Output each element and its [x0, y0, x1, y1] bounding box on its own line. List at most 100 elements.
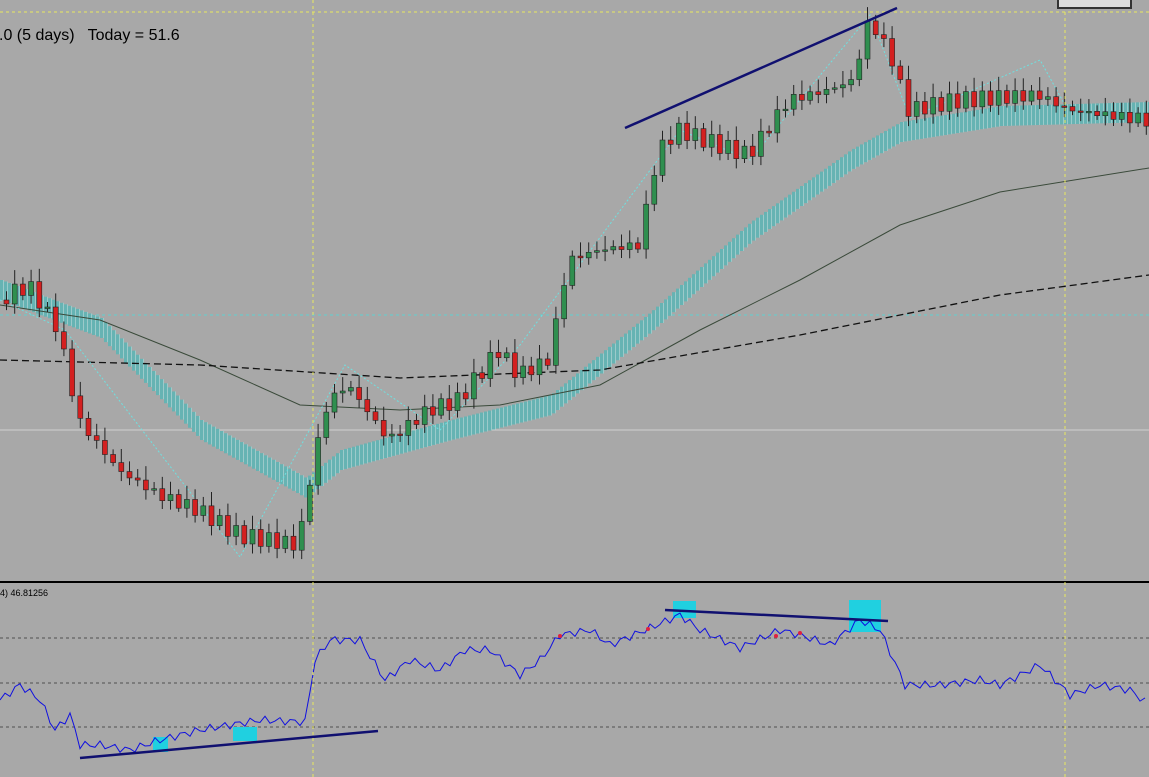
- ribbon-gap: [527, 401, 528, 422]
- candle-body: [692, 128, 699, 141]
- candle-body: [413, 420, 420, 425]
- ribbon-stripe: [268, 457, 271, 478]
- ribbon-gap: [599, 356, 600, 377]
- ribbon-stripe: [344, 448, 347, 469]
- ribbon-gap: [823, 171, 824, 192]
- ribbon-gap: [59, 301, 60, 322]
- ribbon-stripe: [1088, 103, 1091, 124]
- ribbon-stripe: [676, 288, 679, 309]
- candle-body: [1020, 90, 1027, 102]
- candle-body: [364, 399, 371, 413]
- ribbon-stripe: [264, 455, 267, 476]
- ribbon-stripe: [372, 441, 375, 462]
- ribbon-stripe: [144, 362, 147, 383]
- candle-body: [175, 494, 182, 509]
- ribbon-stripe: [132, 350, 135, 371]
- candle-body: [118, 462, 125, 472]
- ribbon-stripe: [184, 403, 187, 424]
- ribbon-stripe: [1108, 103, 1111, 124]
- candle-body: [339, 390, 346, 394]
- ribbon-stripe: [1008, 105, 1011, 126]
- candle-body: [208, 505, 215, 526]
- candle-body: [421, 406, 428, 425]
- ribbon-gap: [3, 280, 4, 300]
- candle-body: [266, 532, 272, 547]
- ribbon-stripe: [700, 267, 703, 287]
- ribbon-gap: [227, 433, 228, 454]
- ribbon-stripe: [800, 186, 803, 206]
- ribbon-stripe: [548, 395, 551, 416]
- ribbon-stripe: [940, 115, 943, 136]
- ribbon-stripe: [640, 320, 643, 341]
- ribbon-stripe: [704, 263, 707, 284]
- ribbon-gap: [295, 470, 296, 491]
- ribbon-stripe: [100, 318, 103, 338]
- ribbon-gap: [1015, 105, 1016, 126]
- ribbon-gap: [871, 139, 872, 160]
- ribbon-stripe: [336, 453, 339, 474]
- candle-body: [1102, 111, 1109, 117]
- ribbon-gap: [587, 366, 588, 387]
- ribbon-stripe: [1036, 105, 1039, 126]
- ribbon-stripe: [236, 439, 239, 460]
- ribbon-stripe: [168, 387, 171, 408]
- candle-body: [954, 93, 961, 109]
- candle-body: [528, 365, 535, 376]
- ribbon-stripe: [600, 353, 603, 374]
- ribbon-stripe: [984, 108, 987, 129]
- ribbon-gap: [143, 358, 144, 379]
- ribbon-gap: [383, 439, 384, 460]
- ribbon-gap: [223, 431, 224, 452]
- ribbon-gap: [231, 435, 232, 456]
- ribbon-stripe: [868, 139, 871, 160]
- ribbon-stripe: [744, 227, 747, 248]
- ribbon-gap: [387, 438, 388, 458]
- ribbon-stripe: [556, 390, 559, 411]
- ribbon-stripe: [1144, 102, 1147, 123]
- ribbon-stripe: [408, 431, 411, 452]
- ribbon-gap: [91, 313, 92, 334]
- ribbon-gap: [875, 137, 876, 158]
- ribbon-gap: [1031, 105, 1032, 126]
- ribbon-stripe: [88, 313, 91, 334]
- ribbon-stripe: [428, 426, 431, 446]
- candle-body: [216, 515, 223, 526]
- ribbon-stripe: [1092, 103, 1095, 124]
- ribbon-stripe: [1068, 104, 1071, 125]
- candle-body: [733, 139, 740, 160]
- ribbon-stripe: [972, 110, 975, 131]
- ribbon-gap: [691, 277, 692, 298]
- ribbon-gap: [483, 412, 484, 433]
- ribbon-gap: [839, 160, 840, 181]
- window-button[interactable]: [1057, 0, 1132, 9]
- ribbon-stripe: [348, 447, 351, 468]
- ribbon-stripe: [196, 415, 199, 436]
- ribbon-stripe: [172, 391, 175, 412]
- ribbon-gap: [147, 362, 148, 383]
- ribbon-gap: [655, 310, 656, 331]
- candle-body: [856, 58, 863, 80]
- ribbon-gap: [1003, 106, 1004, 126]
- candle-body: [561, 285, 567, 320]
- ribbon-stripe: [72, 307, 75, 328]
- ribbon-stripe: [384, 438, 387, 458]
- candle-body: [85, 418, 92, 436]
- ribbon-stripe: [524, 401, 527, 422]
- ribbon-stripe: [760, 214, 763, 235]
- ribbon-gap: [795, 191, 796, 212]
- candle-body: [389, 433, 395, 437]
- ribbon-stripe: [1024, 105, 1027, 126]
- ribbon-gap: [995, 107, 996, 128]
- candle-body: [946, 93, 953, 112]
- ribbon-stripe: [1080, 103, 1083, 124]
- ribbon-stripe: [508, 405, 511, 426]
- candle-body: [823, 89, 830, 95]
- candle-body: [1028, 90, 1035, 102]
- candle-body: [520, 365, 526, 378]
- ribbon-gap: [611, 346, 612, 367]
- ribbon-gap: [983, 109, 984, 130]
- ribbon-stripe: [192, 411, 195, 432]
- candle-body: [20, 283, 26, 296]
- ribbon-gap: [75, 307, 76, 328]
- ribbon-stripe: [956, 113, 959, 134]
